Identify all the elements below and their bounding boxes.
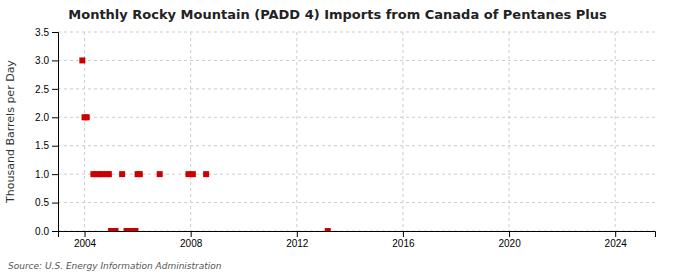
- x-tick-label: 2024: [605, 238, 628, 249]
- y-tick-mark: [52, 32, 58, 33]
- grid-line-y: [58, 88, 655, 89]
- x-tick-label: 2016: [392, 238, 415, 249]
- x-tick: 2020: [498, 231, 521, 249]
- x-tick-mark: [509, 231, 510, 237]
- y-tick-mark: [52, 231, 58, 232]
- y-tick: 3.5: [35, 27, 58, 38]
- point: [119, 171, 125, 177]
- y-tick-label: 1.5: [35, 140, 49, 151]
- grid-line-x: [402, 32, 403, 231]
- x-axis: 2004 2008 2012 2016 2020 2024: [59, 231, 656, 249]
- y-tick-mark: [52, 174, 58, 175]
- x-tick: 2008: [180, 231, 203, 249]
- grid-line-y: [58, 145, 655, 146]
- y-tick: 1.0: [35, 169, 58, 180]
- grid-line-y: [58, 202, 655, 203]
- y-tick-label: 0.5: [35, 197, 49, 208]
- y-tick-mark: [52, 203, 58, 204]
- point: [112, 228, 118, 231]
- point: [79, 57, 85, 63]
- y-axis-title: Thousand Barrels per Day: [4, 60, 17, 204]
- point: [325, 228, 331, 231]
- grid-line-y: [58, 117, 655, 118]
- x-tick: 2012: [286, 231, 309, 249]
- y-tick: 0.0: [35, 226, 58, 237]
- grid-line-x: [509, 32, 510, 231]
- x-tick-mark: [615, 231, 616, 237]
- point: [137, 171, 143, 177]
- y-tick: 2.5: [35, 84, 58, 95]
- x-tick-mark: [403, 231, 404, 237]
- point: [84, 114, 90, 120]
- x-axis-line: [59, 232, 656, 238]
- grid-line-y: [58, 60, 655, 61]
- grid-line-x: [190, 32, 191, 231]
- points: [79, 57, 330, 231]
- title: Monthly Rocky Mountain (PADD 4) Imports …: [68, 7, 607, 22]
- y-tick-label: 2.5: [35, 84, 49, 95]
- y-tick-mark: [52, 89, 58, 90]
- point: [132, 228, 138, 231]
- y-tick-mark: [52, 60, 58, 61]
- plot-area: 2004 2008 2012 2016 2020 2024 0.0 0.5 1.0 1.5 2.0 2…: [35, 27, 655, 249]
- y-tick-mark: [52, 117, 58, 118]
- x-tick: 2024: [605, 231, 628, 249]
- x-tick-mark: [297, 231, 298, 237]
- point: [190, 171, 196, 177]
- source-note: Source: U.S. Energy Information Administ…: [8, 261, 222, 271]
- y-axis: 0.0 0.5 1.0 1.5 2.0 2.5 3.0 3.5: [35, 27, 58, 237]
- grid-line-y: [58, 32, 655, 33]
- grid: [58, 32, 655, 231]
- y-tick-label: 1.0: [35, 169, 49, 180]
- grid-line-x: [296, 32, 297, 231]
- x-tick: 2004: [74, 231, 97, 249]
- x-tick: 2016: [392, 231, 415, 249]
- x-tick-label: 2004: [74, 238, 97, 249]
- y-tick: 2.0: [35, 112, 58, 123]
- grid-line-y: [58, 174, 655, 175]
- x-tick-mark: [85, 231, 86, 237]
- y-tick-label: 3.0: [35, 55, 49, 66]
- y-tick-label: 3.5: [35, 27, 49, 38]
- y-tick-label: 2.0: [35, 112, 49, 123]
- point: [203, 171, 209, 177]
- y-tick-label: 0.0: [35, 226, 49, 237]
- grid-line-x: [615, 32, 616, 231]
- point: [157, 171, 163, 177]
- y-tick-mark: [52, 146, 58, 147]
- chart: 2004 2008 2012 2016 2020 2024 0.0 0.5 1.0 1.5 2.0 2…: [0, 0, 675, 275]
- x-tick-label: 2012: [286, 238, 309, 249]
- x-tick-label: 2008: [180, 238, 203, 249]
- x-tick-label: 2020: [498, 238, 521, 249]
- y-tick: 3.0: [35, 55, 58, 66]
- y-axis-line: [52, 33, 59, 232]
- y-tick: 1.5: [35, 140, 58, 151]
- y-tick: 0.5: [35, 197, 58, 208]
- x-tick-mark: [191, 231, 192, 237]
- point: [106, 171, 112, 177]
